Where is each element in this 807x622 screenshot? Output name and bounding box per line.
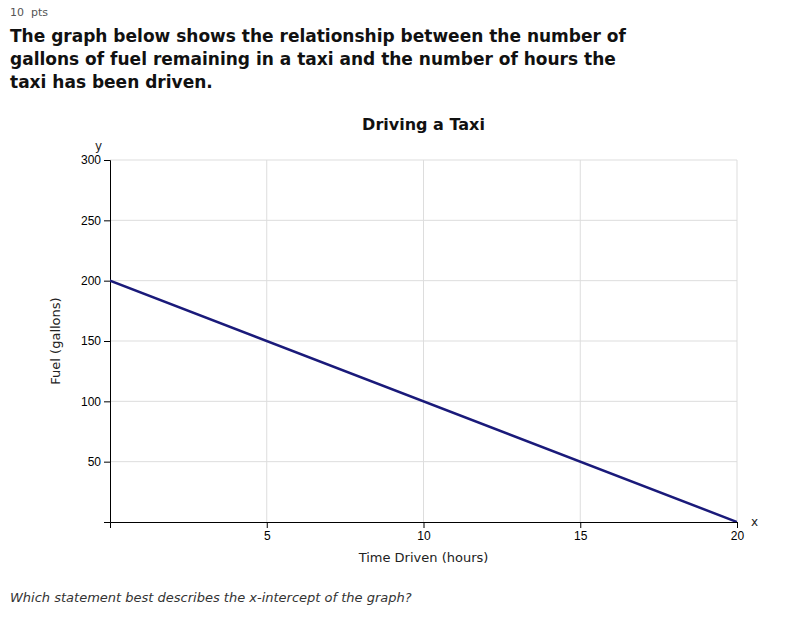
tick-mark (424, 522, 425, 528)
tick: 5 (264, 522, 271, 543)
tick: 150 (81, 334, 110, 348)
subtitle-line: The graph below shows the relationship b… (10, 26, 626, 46)
axis-line (111, 523, 738, 529)
subtitle-line: taxi has been driven. (10, 72, 213, 92)
tick-mark (267, 522, 268, 528)
tick: 100 (81, 395, 110, 409)
tick-label: 5 (264, 529, 271, 543)
grid-line (580, 160, 581, 522)
tick: 250 (81, 214, 110, 228)
tick-label: 50 (88, 455, 102, 469)
tick-label: 300 (81, 153, 101, 167)
tick-label: 250 (81, 214, 101, 228)
tick-mark (104, 281, 110, 282)
tick-mark (104, 462, 110, 463)
tick-mark (104, 341, 110, 342)
y-axis: 50 100 150 200 250 300 (81, 153, 111, 522)
x-axis-marker: x (751, 515, 758, 529)
marks (110, 281, 737, 522)
tick: 50 (88, 455, 110, 469)
tick: 20 (731, 522, 745, 543)
chart: 10 pts The graph below shows the relation… (0, 0, 807, 622)
tick-mark (104, 401, 110, 402)
subtitle-line: gallons of fuel remaining in a taxi and … (10, 49, 616, 69)
grid-line (423, 160, 424, 522)
tick-label: 100 (81, 395, 101, 409)
tick-label: 15 (574, 529, 588, 543)
grid (110, 160, 737, 522)
plot: 5 10 15 20 50 100 150 200 250 300 Driving a Taxi Ti… (48, 115, 758, 565)
points-text: 10 pts (10, 6, 48, 19)
tick: 200 (81, 274, 110, 288)
tick-mark (580, 522, 581, 528)
grid-line (737, 160, 738, 522)
footer-text: Which statement best describes the x-int… (10, 590, 412, 605)
tick: 10 (417, 522, 431, 543)
y-axis-marker: y (95, 139, 102, 153)
x-axis-label: Time Driven (hours) (358, 550, 489, 565)
title: Driving a Taxi (362, 115, 485, 134)
tick: 300 (81, 153, 110, 167)
tick-mark (104, 220, 110, 221)
subtitle: The graph below shows the relationship b… (10, 26, 626, 92)
tick-mark (104, 160, 110, 161)
tick-label: 20 (731, 529, 745, 543)
tick-label: 150 (81, 334, 101, 348)
tick-label: 10 (417, 529, 431, 543)
axis-line (104, 161, 111, 523)
x-axis: 5 10 15 20 (111, 522, 745, 543)
y-axis-label: Fuel (gallons) (48, 297, 63, 384)
tick-mark (737, 522, 738, 528)
tick-label: 200 (81, 274, 101, 288)
line (110, 281, 737, 522)
tick: 15 (574, 522, 588, 543)
